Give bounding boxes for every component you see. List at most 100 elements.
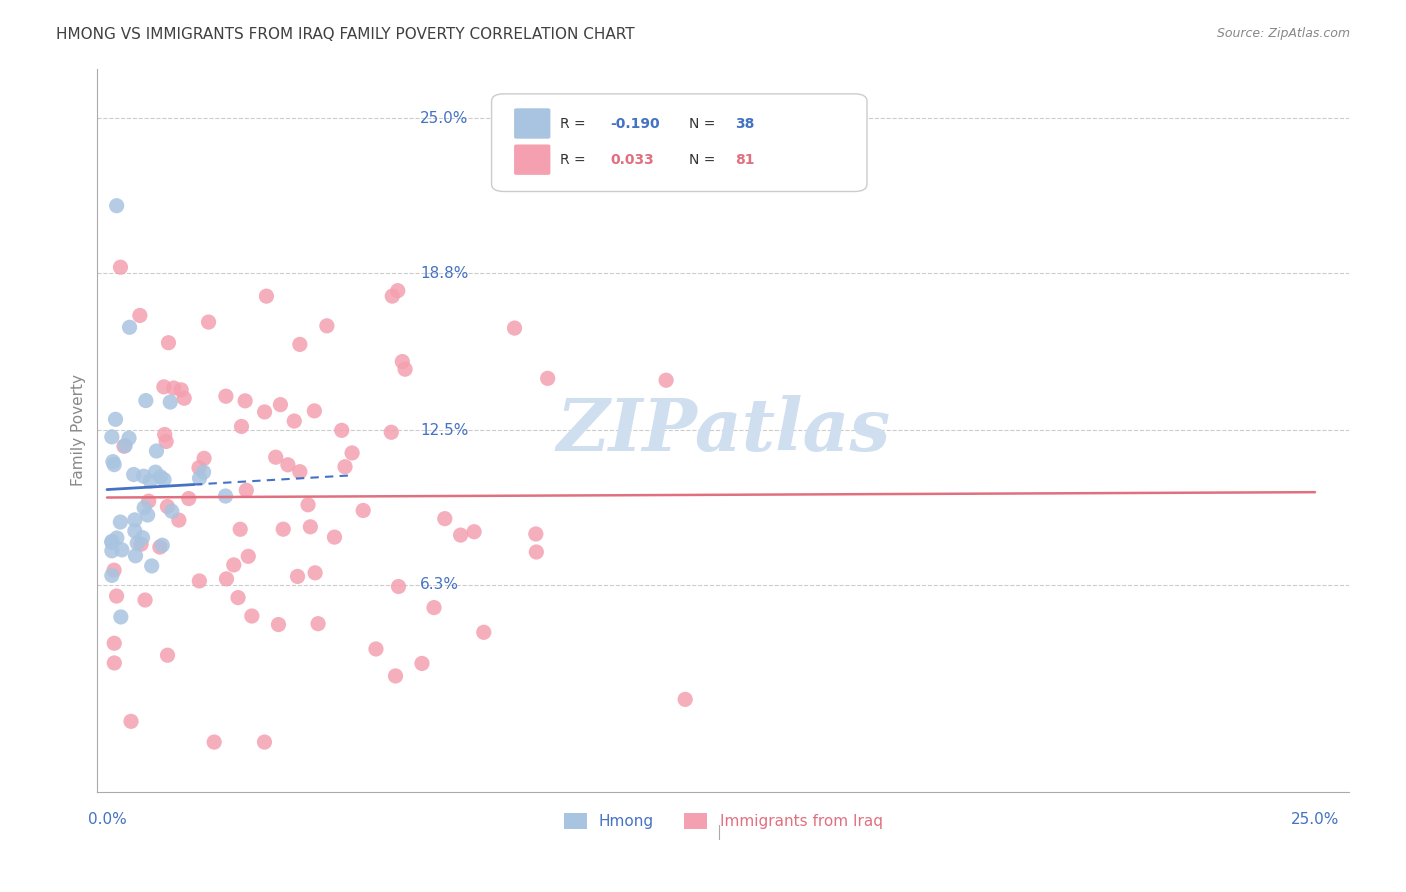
Point	[231, 419, 253, 434]
Point	[103, 656, 125, 670]
Point	[160, 504, 183, 518]
Point	[112, 439, 135, 453]
Point	[202, 735, 225, 749]
Point	[297, 498, 319, 512]
Point	[287, 569, 309, 583]
Point	[110, 260, 132, 275]
Point	[114, 439, 136, 453]
Point	[150, 538, 173, 552]
Point	[124, 524, 146, 538]
Point	[235, 483, 257, 498]
Point	[240, 609, 263, 624]
Point	[215, 389, 238, 403]
Point	[139, 474, 162, 488]
Text: -0.190: -0.190	[610, 117, 659, 130]
Point	[254, 289, 277, 303]
Point	[222, 558, 245, 572]
Text: 81: 81	[735, 153, 755, 167]
Point	[238, 549, 260, 564]
Point	[304, 404, 326, 418]
FancyBboxPatch shape	[492, 94, 868, 192]
Point	[145, 465, 167, 479]
Point	[423, 600, 446, 615]
Point	[269, 398, 291, 412]
Text: 18.8%: 18.8%	[420, 266, 468, 281]
Point	[110, 515, 132, 529]
Point	[537, 371, 560, 385]
FancyBboxPatch shape	[515, 145, 550, 175]
Point	[149, 540, 172, 554]
Point	[124, 549, 146, 563]
Point	[188, 471, 211, 485]
Point	[134, 593, 156, 607]
Point	[111, 542, 134, 557]
Text: R =: R =	[561, 117, 591, 130]
Point	[155, 434, 177, 449]
Point	[127, 536, 149, 550]
Point	[156, 648, 179, 663]
Point	[214, 489, 236, 503]
Point	[110, 610, 132, 624]
Point	[323, 530, 346, 544]
Point	[197, 315, 219, 329]
Point	[381, 289, 404, 303]
Point	[387, 284, 409, 298]
Point	[141, 558, 163, 573]
Point	[387, 580, 409, 594]
Point	[304, 566, 326, 580]
FancyBboxPatch shape	[515, 108, 550, 138]
Point	[411, 657, 433, 671]
Text: 0.033: 0.033	[610, 153, 654, 167]
Point	[103, 458, 125, 472]
Point	[104, 412, 127, 426]
Point	[103, 563, 125, 577]
Point	[134, 500, 156, 515]
Point	[101, 568, 124, 582]
Point	[380, 425, 402, 440]
Point	[177, 491, 200, 506]
Point	[132, 469, 155, 483]
Point	[173, 391, 195, 405]
Point	[193, 451, 215, 466]
Point	[264, 450, 287, 465]
Point	[267, 617, 290, 632]
Text: 12.5%: 12.5%	[420, 423, 468, 438]
Point	[384, 669, 406, 683]
Point	[233, 393, 256, 408]
Point	[128, 309, 150, 323]
Point	[271, 522, 294, 536]
Point	[655, 373, 678, 387]
Text: N =: N =	[689, 153, 720, 167]
Point	[450, 528, 472, 542]
Point	[129, 537, 152, 551]
Point	[101, 544, 124, 558]
Point	[283, 414, 305, 428]
Point	[288, 465, 311, 479]
Point	[463, 524, 485, 539]
Point	[156, 500, 179, 514]
Point	[101, 430, 124, 444]
Text: HMONG VS IMMIGRANTS FROM IRAQ FAMILY POVERTY CORRELATION CHART: HMONG VS IMMIGRANTS FROM IRAQ FAMILY POV…	[56, 27, 636, 42]
Point	[299, 520, 322, 534]
Point	[524, 545, 547, 559]
Point	[193, 465, 215, 479]
Point	[105, 531, 128, 545]
Point	[105, 199, 128, 213]
Point	[333, 459, 356, 474]
Point	[103, 636, 125, 650]
Point	[136, 508, 159, 522]
Point	[503, 321, 526, 335]
Point	[118, 431, 141, 445]
Point	[101, 535, 124, 549]
Point	[118, 320, 141, 334]
Point	[105, 589, 128, 603]
Text: 0.0%: 0.0%	[87, 812, 127, 827]
Point	[472, 625, 495, 640]
Point	[131, 531, 153, 545]
Point	[188, 460, 211, 475]
Point	[215, 572, 238, 586]
Point	[120, 714, 142, 729]
Legend: Hmong, Immigrants from Iraq: Hmong, Immigrants from Iraq	[558, 806, 889, 835]
Point	[433, 511, 456, 525]
Text: R =: R =	[561, 153, 591, 167]
